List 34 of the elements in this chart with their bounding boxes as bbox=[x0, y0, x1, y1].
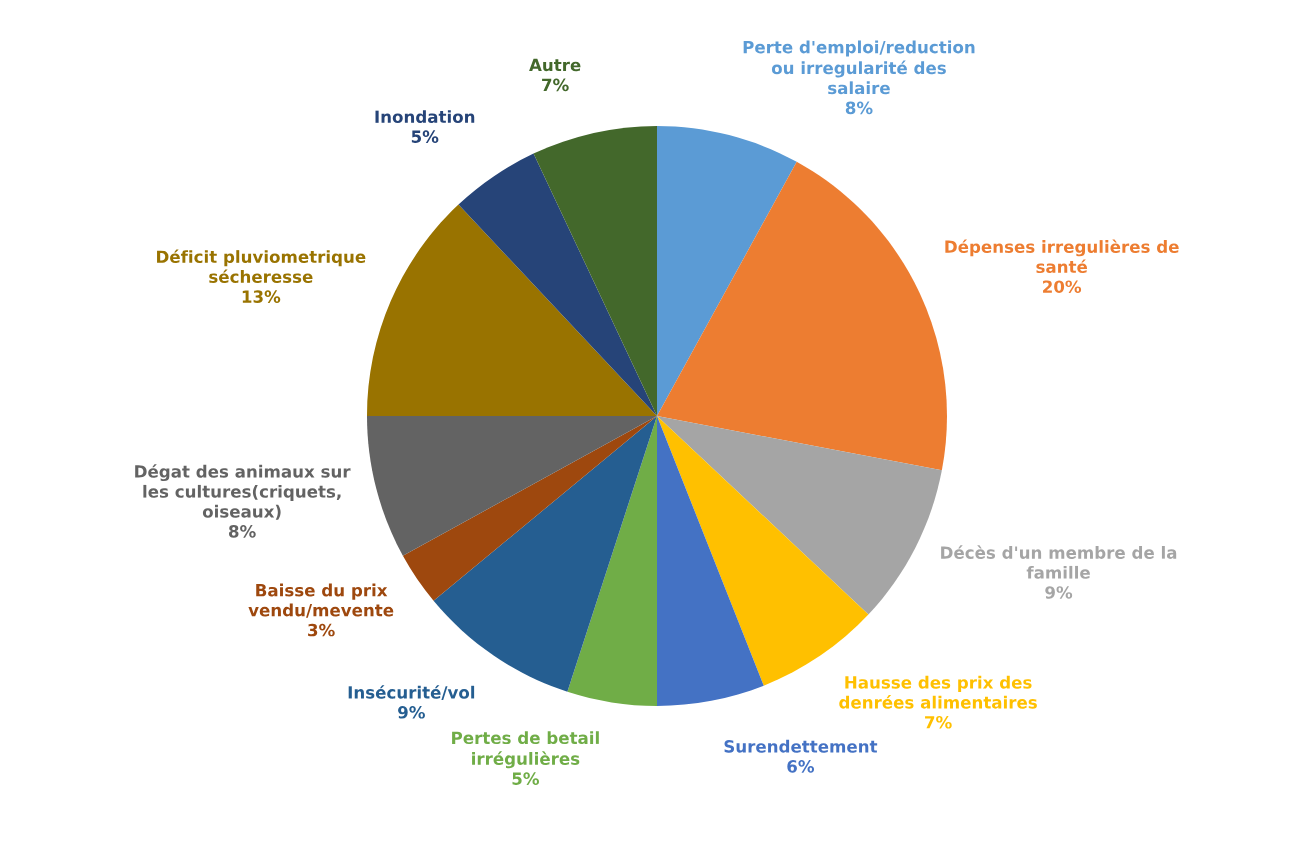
data-label: 9% bbox=[1045, 586, 1073, 599]
pie-slice bbox=[367, 416, 657, 556]
pie-slice bbox=[657, 126, 797, 416]
data-label: 5% bbox=[411, 130, 439, 143]
data-label: 20% bbox=[1043, 280, 1082, 293]
slice-label: Dépenses irregulières de santé bbox=[945, 239, 1179, 274]
pie-slice bbox=[458, 153, 657, 416]
slice-label: Décès d'un membre de la famille bbox=[941, 545, 1177, 579]
data-label: 5% bbox=[512, 772, 540, 785]
slice-label: Pertes de betail irrégulières bbox=[452, 731, 599, 769]
data-label: 7% bbox=[542, 78, 569, 92]
data-label: 7% bbox=[925, 715, 952, 729]
slice-label: Surendettement bbox=[724, 739, 878, 753]
slice-label: Hausse des prix des denrées alimentaires bbox=[839, 675, 1037, 709]
slice-label: Autre bbox=[529, 58, 581, 72]
data-label: 8% bbox=[845, 101, 873, 115]
slice-label: Insécurité/vol bbox=[348, 685, 475, 701]
pie-slice bbox=[402, 416, 657, 601]
slice-label: Dégat des animaux sur les cultures(criquets, oiseaux) bbox=[135, 464, 351, 520]
pie-slice bbox=[367, 204, 657, 416]
pie-slice bbox=[657, 416, 764, 706]
data-label: 3% bbox=[308, 623, 335, 637]
data-label: 13% bbox=[242, 290, 281, 303]
pie-slice bbox=[657, 416, 942, 615]
slice-label: Baisse du prix vendu/mevente bbox=[248, 583, 394, 618]
pie-slice bbox=[657, 161, 947, 471]
slice-label: Perte d'emploi/reduction ou irregularité des salaire bbox=[743, 40, 975, 95]
data-label: 8% bbox=[228, 525, 256, 538]
slice-label: Déficit pluviometrique sécheresse bbox=[157, 249, 366, 283]
pie-slice bbox=[533, 126, 657, 416]
data-label: 9% bbox=[398, 706, 425, 719]
slice-label: Inondation bbox=[375, 110, 475, 124]
pie-slice bbox=[567, 416, 657, 706]
data-label: 6% bbox=[787, 760, 815, 773]
